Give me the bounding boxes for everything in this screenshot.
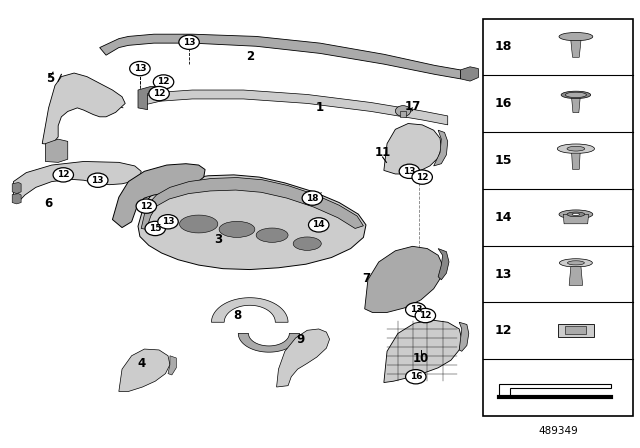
Text: 16: 16 bbox=[410, 372, 422, 381]
Polygon shape bbox=[12, 194, 21, 204]
FancyBboxPatch shape bbox=[483, 18, 633, 416]
Text: 13: 13 bbox=[410, 305, 422, 314]
Text: 15: 15 bbox=[494, 154, 512, 167]
Polygon shape bbox=[461, 67, 478, 81]
Circle shape bbox=[53, 168, 74, 182]
Circle shape bbox=[136, 199, 157, 213]
Text: 12: 12 bbox=[419, 311, 431, 320]
Circle shape bbox=[399, 164, 420, 178]
Text: 12: 12 bbox=[153, 89, 165, 98]
Ellipse shape bbox=[559, 259, 593, 267]
Circle shape bbox=[149, 86, 170, 101]
Polygon shape bbox=[100, 34, 461, 79]
Circle shape bbox=[406, 370, 426, 384]
Circle shape bbox=[154, 75, 173, 89]
Circle shape bbox=[179, 35, 199, 49]
Polygon shape bbox=[12, 182, 21, 194]
Text: 10: 10 bbox=[413, 353, 429, 366]
Ellipse shape bbox=[568, 261, 584, 265]
Text: 18: 18 bbox=[494, 40, 512, 53]
Text: 12: 12 bbox=[57, 170, 70, 179]
Ellipse shape bbox=[559, 33, 593, 41]
Polygon shape bbox=[141, 177, 364, 229]
Polygon shape bbox=[45, 139, 68, 162]
Text: 11: 11 bbox=[374, 146, 390, 159]
Ellipse shape bbox=[557, 144, 595, 153]
Text: 15: 15 bbox=[149, 224, 161, 233]
Circle shape bbox=[396, 106, 411, 116]
Ellipse shape bbox=[572, 213, 580, 215]
Polygon shape bbox=[434, 130, 448, 166]
Text: 17: 17 bbox=[404, 100, 420, 113]
Polygon shape bbox=[42, 73, 125, 145]
Text: 12: 12 bbox=[416, 172, 428, 181]
Polygon shape bbox=[572, 99, 580, 112]
Polygon shape bbox=[460, 322, 468, 351]
Text: 18: 18 bbox=[306, 194, 319, 202]
Polygon shape bbox=[238, 333, 300, 352]
Polygon shape bbox=[365, 246, 443, 312]
Ellipse shape bbox=[256, 228, 288, 242]
Text: 5: 5 bbox=[46, 72, 54, 86]
Circle shape bbox=[412, 170, 433, 184]
Polygon shape bbox=[563, 214, 589, 224]
Text: 3: 3 bbox=[214, 233, 222, 246]
FancyBboxPatch shape bbox=[565, 326, 586, 334]
Polygon shape bbox=[401, 111, 406, 117]
Text: 6: 6 bbox=[44, 198, 52, 211]
Polygon shape bbox=[168, 356, 176, 375]
Text: 1: 1 bbox=[316, 101, 324, 114]
Ellipse shape bbox=[179, 215, 218, 233]
Polygon shape bbox=[113, 164, 205, 228]
Polygon shape bbox=[119, 349, 170, 392]
Text: 13: 13 bbox=[162, 217, 174, 226]
Polygon shape bbox=[276, 329, 330, 387]
Ellipse shape bbox=[219, 221, 255, 237]
Ellipse shape bbox=[567, 146, 585, 151]
Text: 13: 13 bbox=[183, 38, 195, 47]
Text: 7: 7 bbox=[362, 272, 370, 285]
Circle shape bbox=[88, 173, 108, 187]
Polygon shape bbox=[141, 90, 448, 125]
FancyBboxPatch shape bbox=[558, 324, 594, 337]
Polygon shape bbox=[572, 153, 580, 169]
Circle shape bbox=[406, 302, 426, 317]
Text: 13: 13 bbox=[134, 64, 146, 73]
Polygon shape bbox=[384, 124, 442, 174]
Polygon shape bbox=[571, 40, 581, 57]
Text: 12: 12 bbox=[157, 78, 170, 86]
Polygon shape bbox=[384, 320, 462, 383]
Text: 4: 4 bbox=[137, 357, 145, 370]
Ellipse shape bbox=[293, 237, 321, 250]
Text: 2: 2 bbox=[246, 50, 254, 63]
Text: 12: 12 bbox=[494, 324, 512, 337]
Text: 13: 13 bbox=[92, 176, 104, 185]
Circle shape bbox=[302, 191, 323, 205]
Circle shape bbox=[145, 221, 166, 236]
Text: 12: 12 bbox=[140, 202, 152, 211]
Polygon shape bbox=[569, 267, 582, 285]
Circle shape bbox=[158, 215, 178, 229]
Text: 16: 16 bbox=[494, 97, 512, 110]
Circle shape bbox=[130, 61, 150, 76]
Ellipse shape bbox=[565, 92, 586, 98]
Text: 13: 13 bbox=[403, 167, 415, 176]
Polygon shape bbox=[211, 298, 288, 322]
Polygon shape bbox=[138, 175, 366, 270]
Polygon shape bbox=[438, 249, 449, 280]
Polygon shape bbox=[499, 384, 611, 396]
Circle shape bbox=[308, 218, 329, 232]
Ellipse shape bbox=[567, 212, 585, 217]
Text: 489349: 489349 bbox=[538, 426, 578, 436]
Text: 14: 14 bbox=[312, 220, 325, 229]
Text: 9: 9 bbox=[297, 333, 305, 346]
Ellipse shape bbox=[561, 91, 591, 99]
Polygon shape bbox=[138, 86, 161, 110]
Text: 13: 13 bbox=[494, 267, 512, 280]
Polygon shape bbox=[13, 161, 141, 202]
Circle shape bbox=[415, 308, 436, 323]
Ellipse shape bbox=[559, 210, 593, 219]
Text: 14: 14 bbox=[494, 211, 512, 224]
Text: 8: 8 bbox=[233, 309, 241, 322]
